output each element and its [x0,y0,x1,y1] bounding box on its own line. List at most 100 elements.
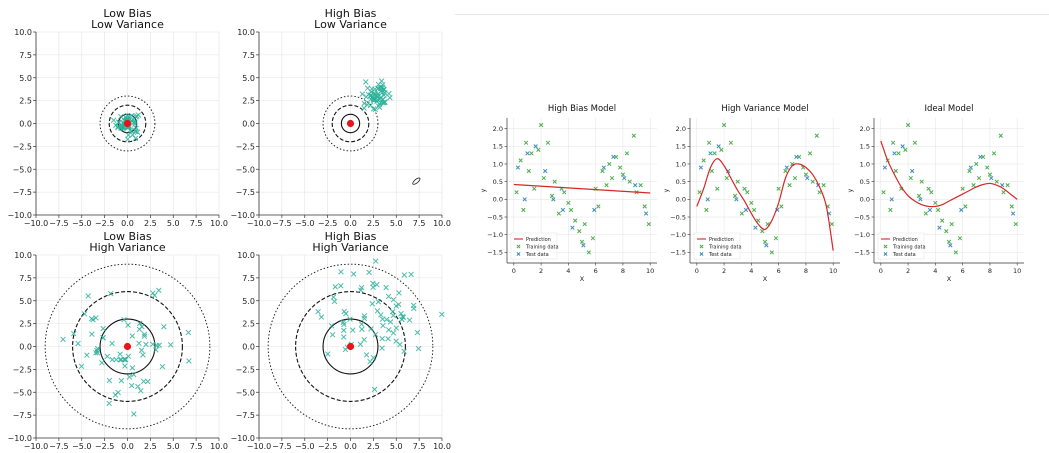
chart-title-line: Low Bias [103,7,152,20]
y-tick-label: −5.0 [236,165,255,174]
training-point [960,186,965,191]
sample-point [338,269,344,275]
sample-point [375,298,382,305]
sample-point [393,325,400,331]
sample-point [387,94,393,101]
sample-point [386,327,392,333]
sample-point [330,294,337,300]
training-point [893,168,898,174]
sample-point [379,316,386,322]
x-tick-label: 6 [961,267,965,275]
sample-point [138,388,144,394]
sample-point [100,335,106,341]
y-tick-label: −0.5 [487,213,503,221]
sample-point [332,284,339,290]
y-tick-label: −1.5 [670,249,686,257]
test-point [978,154,983,160]
test-point [794,154,799,160]
x-tick-label: −5.0 [295,442,314,451]
training-point [946,239,952,244]
training-point [890,140,896,145]
sample-point [386,90,392,97]
sample-point [380,322,386,329]
training-point [646,221,651,227]
test-point [551,197,556,202]
y-tick-label: 0.5 [676,178,686,186]
legend-swatch [699,244,704,249]
test-point [581,243,586,248]
sample-point [145,378,151,385]
sample-point [340,319,347,325]
test-point [910,168,915,174]
y-tick-label: 5.0 [19,74,32,83]
y-tick-label: −7.5 [236,188,255,197]
training-point [549,193,555,198]
y-tick-label: −5.0 [236,388,255,397]
y-tick-label: 7.5 [19,274,32,283]
training-point [976,175,982,181]
y-tick-label: −1.0 [670,231,686,239]
sample-point [347,316,353,322]
legend-label: Test data [525,252,549,258]
sample-point [396,290,402,296]
test-point [948,243,953,248]
training-point [642,204,647,209]
sample-point [89,331,95,337]
test-point [959,207,964,213]
x-tick-label: 5.0 [167,219,180,228]
target-center-dot [346,342,355,351]
sample-point [361,100,367,107]
training-point [779,204,784,209]
sample-point [121,317,127,323]
sample-point [350,271,357,277]
training-point [552,179,557,184]
sample-point [186,358,192,364]
sample-point [132,135,139,142]
y-tick-label: −2.5 [13,142,32,151]
training-point [916,193,922,198]
y-tick-label: 1.0 [676,160,686,168]
test-point [633,183,638,188]
training-point [944,229,949,234]
x-axis-label: X [763,275,768,283]
x-axis-label: X [947,275,952,283]
training-point [933,200,938,206]
test-point [560,207,566,213]
test-point [611,154,616,160]
chart-title-line: High Variance [312,241,389,254]
x-tick-label: 5.0 [167,442,180,451]
training-point [957,236,963,241]
legend-swatch [699,252,704,256]
x-tick-label: −2.5 [318,442,337,451]
training-point [994,179,999,184]
y-tick-label: −0.5 [854,213,870,221]
sample-point [361,313,368,319]
training-point [573,218,578,223]
sample-point [385,293,392,300]
training-point [905,122,911,128]
model-plot-2: 0 2 4 6 8 10 −1.5 −1.0 −0.5 0.0 0.5 1.0 1.5 2.0 High V… [662,104,840,283]
stray-marker [412,177,421,185]
y-tick-label: −5.0 [13,165,32,174]
y-tick-label: 10.0 [237,28,255,37]
sample-point [132,119,138,126]
x-tick-label: 6 [594,267,598,275]
x-tick-label: 5.0 [390,442,403,451]
training-point [923,211,928,216]
training-point [742,186,747,191]
training-point [586,250,591,255]
x-tick-label: −5.0 [72,442,91,451]
test-point [882,165,888,170]
x-tick-label: 7.5 [413,219,426,228]
sample-point [134,129,141,135]
sample-point [395,301,402,308]
training-point [566,200,571,206]
test-point [918,197,923,202]
sample-point [136,320,143,327]
sample-point [350,327,356,333]
x-tick-label: −10.0 [24,219,49,228]
model-plot-3: 0 2 4 6 8 10 −1.5 −1.0 −0.5 0.0 0.5 1.0 1.5 2.0 Ideal … [846,104,1024,283]
x-tick-label: −2.5 [95,219,114,228]
sample-point [369,301,376,307]
sample-point [363,352,370,358]
